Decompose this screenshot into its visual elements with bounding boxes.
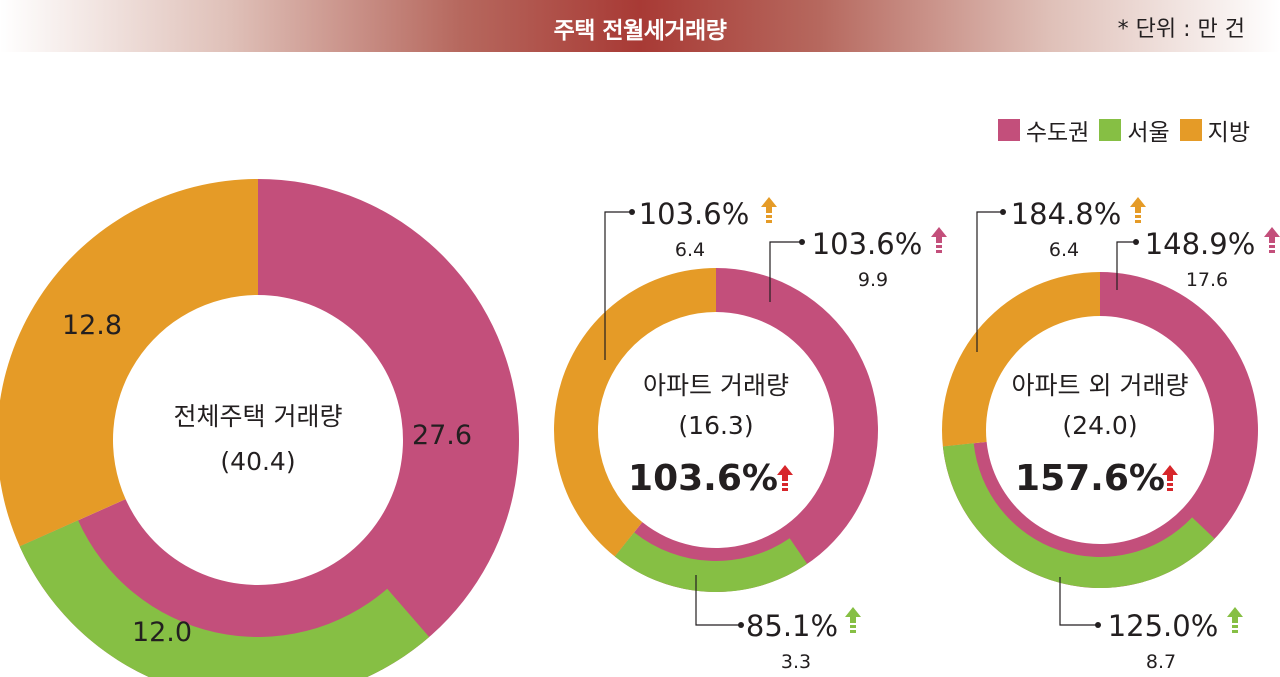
donut-non-apt-title: 아파트 외 거래량 — [1012, 371, 1189, 400]
chart-title: 주택 전월세거래량 — [553, 18, 727, 44]
donut-apt: 아파트 거래량 (16.3) 103.6% 103.6% 6.4 103.6% … — [554, 197, 947, 673]
slice-jibang — [942, 272, 1100, 447]
donut-total: 전체주택 거래량 (40.4) 12.8 27.6 12.0 — [0, 179, 519, 677]
leader-line-apt-seoul — [695, 575, 741, 626]
slice-jibang — [554, 268, 716, 557]
val-apt-sudogwon: 9.9 — [858, 269, 888, 291]
pct-non-apt-sudogwon: 148.9% — [1145, 227, 1256, 261]
leader-dot-apt-seoul — [738, 622, 744, 628]
donut-total-value: (40.4) — [220, 447, 295, 476]
red-up-arrow-icon — [777, 465, 793, 491]
slice-seoul — [614, 532, 808, 592]
leader-dot-apt-jibang — [629, 209, 635, 215]
slice-jibang — [0, 179, 258, 547]
slice-seoul — [19, 520, 430, 677]
pct-non-apt-jibang: 184.8% — [1011, 197, 1122, 231]
orange-up-arrow-icon — [761, 197, 777, 223]
donut-apt-total: (16.3) — [678, 411, 753, 440]
val-apt-seoul: 3.3 — [781, 651, 811, 673]
val-apt-jibang: 6.4 — [675, 239, 705, 261]
green-up-arrow-icon — [1227, 607, 1243, 633]
orange-up-arrow-icon — [1130, 197, 1146, 223]
val-non-apt-jibang: 6.4 — [1049, 239, 1079, 261]
legend-label-jibang: 지방 — [1207, 120, 1250, 146]
magenta-up-arrow-icon — [931, 227, 947, 253]
label-sudogwon-total: 27.6 — [412, 420, 472, 451]
leader-dot-non-apt-jibang — [1000, 209, 1006, 215]
legend-label-sudogwon: 수도권 — [1025, 120, 1090, 146]
slice-sudogwon — [614, 268, 879, 592]
label-seoul-total: 12.0 — [132, 617, 192, 648]
leader-line-apt-sudogwon — [769, 241, 802, 302]
donut-apt-change: 103.6% — [628, 458, 778, 499]
legend-swatch-jibang — [1179, 119, 1202, 141]
val-non-apt-seoul: 8.7 — [1146, 651, 1176, 673]
legend-swatch-sudogwon — [997, 119, 1020, 141]
title-bar: 주택 전월세거래량 * 단위 : 만 건 — [0, 0, 1280, 52]
leader-dot-non-apt-sudogwon — [1133, 239, 1139, 245]
legend: 수도권 서울 지방 — [988, 113, 1250, 147]
legend-label-seoul: 서울 — [1127, 120, 1170, 146]
legend-item-jibang: 지방 — [1179, 113, 1250, 147]
green-up-arrow-icon — [845, 607, 861, 633]
val-non-apt-sudogwon: 17.6 — [1186, 269, 1228, 291]
pct-apt-seoul: 85.1% — [746, 609, 838, 643]
leader-dot-non-apt-seoul — [1095, 622, 1101, 628]
magenta-up-arrow-icon — [1264, 227, 1280, 253]
donut-total-title: 전체주택 거래량 — [174, 402, 343, 431]
leader-dot-apt-sudogwon — [799, 239, 805, 245]
donut-apt-title: 아파트 거래량 — [643, 371, 789, 400]
leader-line-non-apt-jibang — [976, 211, 1003, 352]
leader-line-apt-jibang — [604, 211, 632, 360]
leader-line-non-apt-seoul — [1059, 577, 1098, 626]
legend-item-sudogwon: 수도권 — [997, 113, 1090, 147]
slice-seoul — [942, 443, 1215, 588]
slice-sudogwon — [19, 179, 519, 677]
donut-non-apt-change: 157.6% — [1015, 458, 1165, 499]
pct-apt-sudogwon: 103.6% — [812, 227, 923, 261]
pct-apt-jibang: 103.6% — [639, 197, 750, 231]
donut-non-apt: 아파트 외 거래량 (24.0) 157.6% 184.8% 6.4 148.9… — [942, 197, 1280, 673]
label-jibang-total: 12.8 — [62, 310, 122, 341]
unit-note: * 단위 : 만 건 — [1117, 17, 1245, 42]
leader-line-non-apt-sudogwon — [1116, 241, 1136, 290]
donut-non-apt-total: (24.0) — [1062, 411, 1137, 440]
pct-non-apt-seoul: 125.0% — [1108, 609, 1219, 643]
legend-item-seoul: 서울 — [1099, 113, 1170, 147]
legend-swatch-seoul — [1099, 119, 1122, 141]
